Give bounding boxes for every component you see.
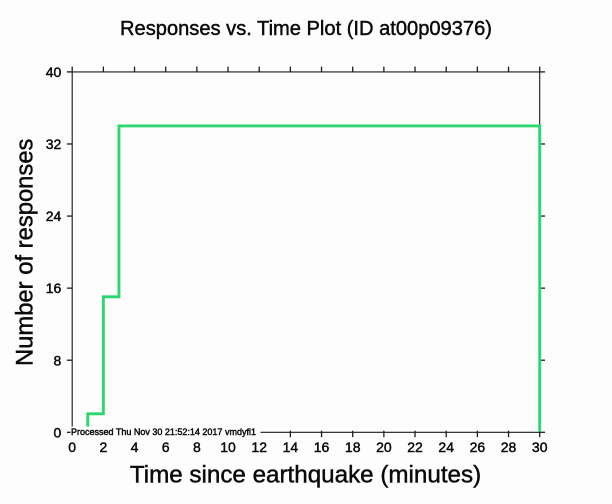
svg-text:2: 2	[99, 439, 107, 455]
svg-text:6: 6	[162, 439, 170, 455]
svg-text:0: 0	[54, 424, 62, 440]
svg-text:40: 40	[46, 64, 62, 80]
svg-text:12: 12	[251, 439, 267, 455]
svg-text:30: 30	[532, 439, 548, 455]
svg-text:16: 16	[314, 439, 330, 455]
svg-text:14: 14	[283, 439, 299, 455]
svg-text:20: 20	[376, 439, 392, 455]
svg-text:28: 28	[501, 439, 517, 455]
svg-text:22: 22	[407, 439, 423, 455]
svg-text:Time since earthquake (minutes: Time since earthquake (minutes)	[130, 462, 481, 489]
svg-text:32: 32	[46, 136, 62, 152]
svg-text:4: 4	[131, 439, 139, 455]
svg-text:Processed Thu Nov 30 21:52:14: Processed Thu Nov 30 21:52:14 2017 vmdyf…	[71, 427, 256, 437]
svg-text:26: 26	[470, 439, 486, 455]
svg-text:18: 18	[345, 439, 361, 455]
svg-text:8: 8	[54, 352, 62, 368]
svg-text:Responses vs. Time Plot (ID at: Responses vs. Time Plot (ID at00p09376)	[120, 18, 492, 40]
svg-text:24: 24	[46, 208, 62, 224]
svg-text:0: 0	[68, 439, 76, 455]
svg-text:Number of responses: Number of responses	[12, 138, 39, 366]
svg-text:16: 16	[46, 280, 62, 296]
svg-text:10: 10	[220, 439, 236, 455]
svg-text:8: 8	[193, 439, 201, 455]
svg-text:24: 24	[438, 439, 454, 455]
